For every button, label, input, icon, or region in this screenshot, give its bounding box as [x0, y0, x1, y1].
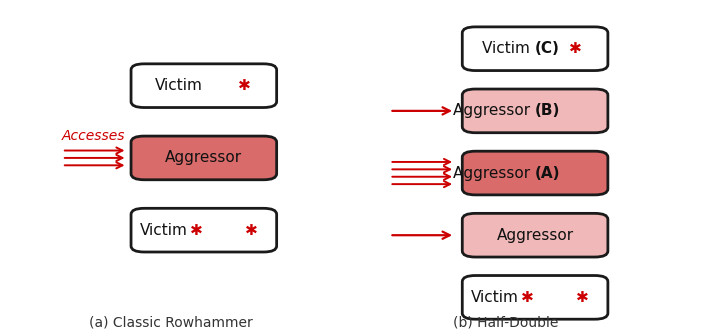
- FancyBboxPatch shape: [462, 213, 608, 257]
- Text: Victim: Victim: [483, 41, 535, 56]
- Text: (B): (B): [535, 103, 561, 118]
- Text: Aggressor: Aggressor: [496, 228, 574, 243]
- Text: ✱: ✱: [190, 223, 203, 238]
- Text: ✱: ✱: [237, 78, 250, 93]
- Text: Accesses: Accesses: [62, 129, 125, 143]
- FancyBboxPatch shape: [462, 27, 608, 71]
- FancyBboxPatch shape: [131, 64, 277, 108]
- FancyBboxPatch shape: [462, 276, 608, 319]
- Text: (A): (A): [535, 166, 561, 180]
- Text: (b) Half-Double: (b) Half-Double: [454, 316, 558, 330]
- Text: Victim: Victim: [140, 223, 188, 238]
- Text: ✱: ✱: [245, 223, 258, 238]
- Text: ✱: ✱: [521, 290, 534, 305]
- Text: Aggressor: Aggressor: [165, 151, 242, 165]
- Text: Victim: Victim: [154, 78, 202, 93]
- FancyBboxPatch shape: [462, 89, 608, 133]
- Text: ✱: ✱: [576, 290, 589, 305]
- Text: ✱: ✱: [569, 41, 582, 56]
- Text: (C): (C): [535, 41, 560, 56]
- FancyBboxPatch shape: [131, 208, 277, 252]
- Text: Aggressor: Aggressor: [453, 166, 535, 180]
- Text: (a) Classic Rowhammer: (a) Classic Rowhammer: [90, 316, 253, 330]
- Text: Victim: Victim: [471, 290, 519, 305]
- Text: Aggressor: Aggressor: [453, 103, 535, 118]
- FancyBboxPatch shape: [462, 151, 608, 195]
- FancyBboxPatch shape: [131, 136, 277, 180]
